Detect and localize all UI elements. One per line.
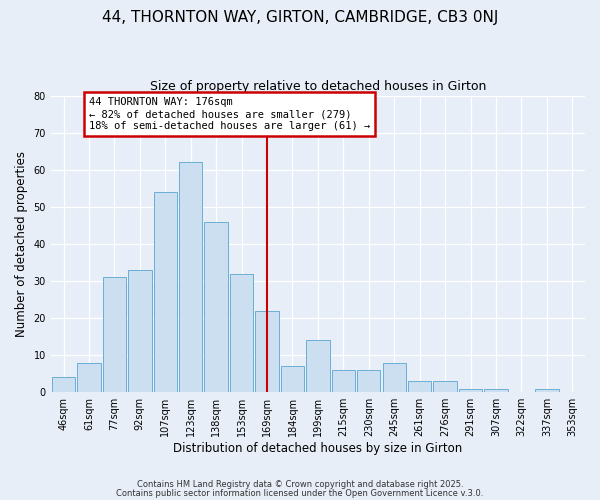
- Bar: [77, 362, 101, 392]
- Bar: [205, 222, 228, 392]
- Bar: [535, 388, 559, 392]
- Bar: [281, 366, 304, 392]
- Bar: [408, 381, 431, 392]
- Bar: [484, 388, 508, 392]
- Bar: [52, 378, 75, 392]
- X-axis label: Distribution of detached houses by size in Girton: Distribution of detached houses by size …: [173, 442, 463, 455]
- Bar: [383, 362, 406, 392]
- Text: 44, THORNTON WAY, GIRTON, CAMBRIDGE, CB3 0NJ: 44, THORNTON WAY, GIRTON, CAMBRIDGE, CB3…: [102, 10, 498, 25]
- Text: 44 THORNTON WAY: 176sqm
← 82% of detached houses are smaller (279)
18% of semi-d: 44 THORNTON WAY: 176sqm ← 82% of detache…: [89, 98, 370, 130]
- Bar: [357, 370, 380, 392]
- Bar: [306, 340, 329, 392]
- Bar: [128, 270, 152, 392]
- Y-axis label: Number of detached properties: Number of detached properties: [15, 151, 28, 337]
- Bar: [230, 274, 253, 392]
- Bar: [154, 192, 177, 392]
- Bar: [103, 278, 126, 392]
- Text: Contains HM Land Registry data © Crown copyright and database right 2025.: Contains HM Land Registry data © Crown c…: [137, 480, 463, 489]
- Title: Size of property relative to detached houses in Girton: Size of property relative to detached ho…: [150, 80, 486, 93]
- Bar: [179, 162, 202, 392]
- Bar: [459, 388, 482, 392]
- Bar: [332, 370, 355, 392]
- Bar: [256, 310, 279, 392]
- Text: Contains public sector information licensed under the Open Government Licence v.: Contains public sector information licen…: [116, 488, 484, 498]
- Bar: [433, 381, 457, 392]
